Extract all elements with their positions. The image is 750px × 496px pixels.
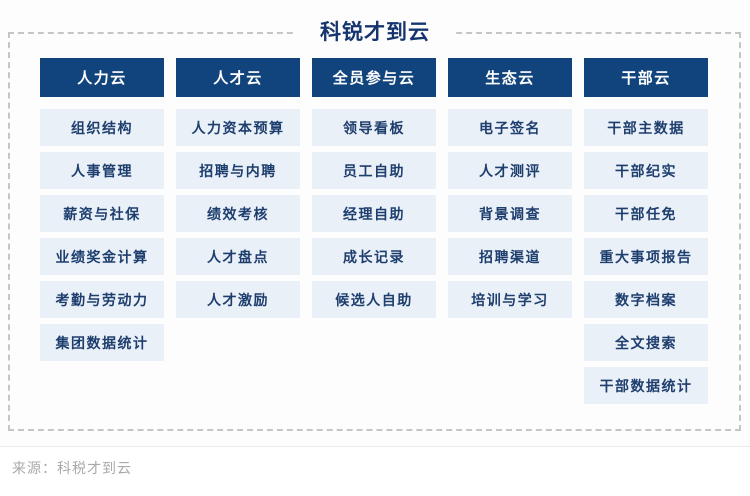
module-item: 经理自助 [312, 195, 436, 232]
column-2: 人才云人力资本预算 招聘与内聘绩效考核人才盘点人才激励 [176, 58, 300, 410]
module-item: 干部纪实 [584, 152, 708, 189]
module-item: 领导看板 [312, 109, 436, 146]
column-header: 干部云 [584, 58, 708, 97]
column-header: 人才云 [176, 58, 300, 97]
module-item: 人才激励 [176, 281, 300, 318]
module-item: 候选人自助 [312, 281, 436, 318]
module-columns: 人力云 组织结构 人事管理 薪资与社保 业绩奖金计算 考勤与劳动力 集团数据统计 人才云 人力资… [40, 58, 708, 410]
module-item: 绩效考核 [176, 195, 300, 232]
column-5: 干部云干部主数据干部纪实干部任免重大事项报告 数字档案全文搜索干部数据统计 [584, 58, 708, 410]
column-header: 全员参与云 [312, 58, 436, 97]
module-item: 成长记录 [312, 238, 436, 275]
module-item: 考勤与劳动力 [40, 281, 164, 318]
module-item: 集团数据统计 [40, 324, 164, 361]
column-1: 人力云组织结构人事管理薪资与社保业绩奖金计算 考勤与劳动力 集团数据统计 [40, 58, 164, 410]
column-header: 生态云 [448, 58, 572, 97]
module-item: 电子签名 [448, 109, 572, 146]
footer-bar: 来源：科税才到云 [0, 446, 750, 496]
module-item: 干部数据统计 [584, 367, 708, 404]
module-item: 重大事项报告 [584, 238, 708, 275]
module-item: 人事管理 [40, 152, 164, 189]
module-item: 人才测评 [448, 152, 572, 189]
module-item: 干部主数据 [584, 109, 708, 146]
module-item: 背景调查 [448, 195, 572, 232]
module-item: 培训与学习 [448, 281, 572, 318]
source-caption: 来源：科税才到云 [12, 460, 132, 476]
column-3: 全员参与云领导看板员工自助经理自助成长记录候选人自助 [312, 58, 436, 410]
column-4: 生态云电子签名人才测评背景调查招聘渠道培训与学习 [448, 58, 572, 410]
column-header: 人力云 [40, 58, 164, 97]
module-item: 业绩奖金计算 [40, 238, 164, 275]
module-item: 组织结构 [40, 109, 164, 146]
module-item: 薪资与社保 [40, 195, 164, 232]
module-item: 招聘与内聘 [176, 152, 300, 189]
page-title: 科锐才到云 [296, 19, 454, 46]
module-item: 全文搜索 [584, 324, 708, 361]
module-item: 招聘渠道 [448, 238, 572, 275]
module-item: 员工自助 [312, 152, 436, 189]
module-item: 人才盘点 [176, 238, 300, 275]
module-item: 数字档案 [584, 281, 708, 318]
module-item: 人力资本预算 [176, 109, 300, 146]
module-item: 干部任免 [584, 195, 708, 232]
